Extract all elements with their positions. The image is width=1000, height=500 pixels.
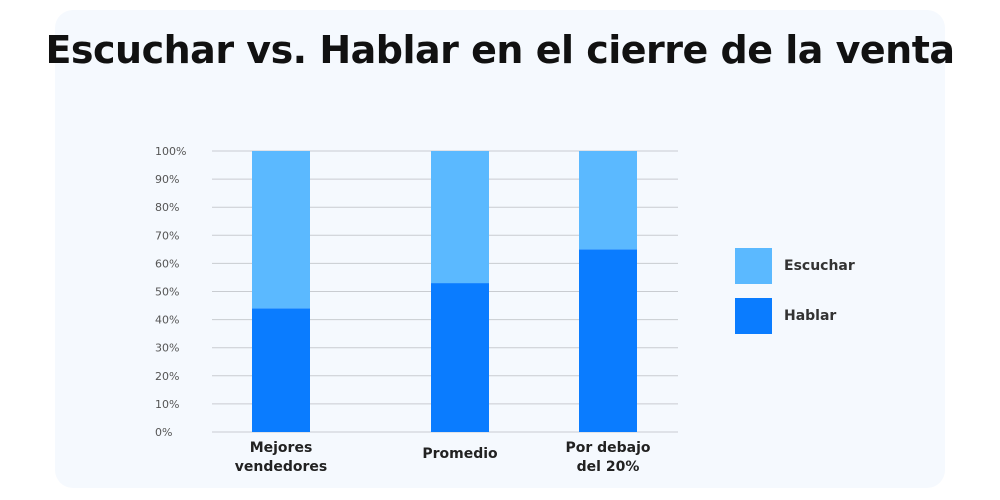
legend-label-hablar: Hablar <box>784 308 837 324</box>
bar-hablar <box>579 249 637 432</box>
x-tick-label: del 20% <box>577 459 640 475</box>
y-tick-label: 90% <box>155 173 179 186</box>
y-tick-label: 20% <box>155 370 179 383</box>
x-tick-label: vendedores <box>235 459 327 475</box>
legend-item-hablar: Hablar <box>735 298 855 334</box>
legend-label-escuchar: Escuchar <box>784 258 855 274</box>
legend-swatch-hablar <box>735 298 772 334</box>
y-tick-label: 50% <box>155 286 179 299</box>
bar-hablar <box>252 308 310 432</box>
x-tick-label: Por debajo <box>565 440 650 456</box>
x-tick-label: Promedio <box>422 446 498 462</box>
bar-hablar <box>431 283 489 432</box>
bar-escuchar <box>579 151 637 250</box>
y-tick-label: 70% <box>155 229 179 242</box>
y-tick-label: 80% <box>155 201 179 214</box>
y-tick-label: 10% <box>155 398 179 411</box>
y-tick-label: 30% <box>155 342 179 355</box>
chart-title: Escuchar vs. Hablar en el cierre de la v… <box>45 28 955 72</box>
bar-escuchar <box>431 151 489 284</box>
x-tick-label: Mejores <box>250 440 313 456</box>
chart-card <box>55 10 945 488</box>
legend-swatch-escuchar <box>735 248 772 284</box>
y-tick-label: 60% <box>155 257 179 270</box>
bar-escuchar <box>252 151 310 309</box>
y-tick-label: 100% <box>155 145 186 158</box>
legend: Escuchar Hablar <box>735 248 855 348</box>
y-tick-label: 0% <box>155 426 172 439</box>
y-tick-label: 40% <box>155 314 179 327</box>
legend-item-escuchar: Escuchar <box>735 248 855 284</box>
